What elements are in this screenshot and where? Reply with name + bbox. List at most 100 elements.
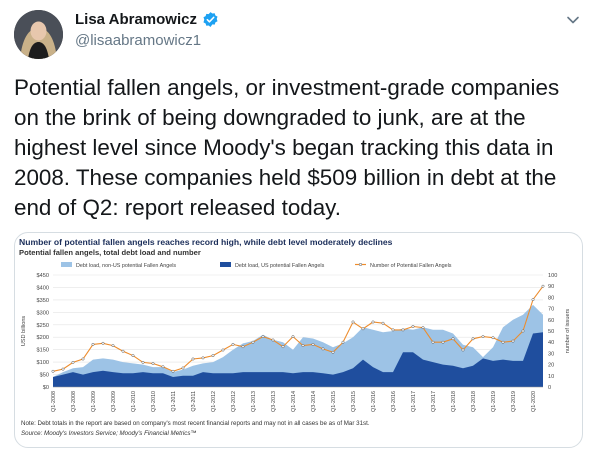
x-tick-label: Q3-2014 — [311, 391, 317, 412]
data-point — [71, 360, 75, 364]
data-point — [161, 365, 165, 369]
y-tick-label: $350 — [37, 298, 49, 304]
data-point — [111, 344, 115, 348]
y-tick-label: $250 — [37, 323, 49, 329]
y2-tick-label: 20 — [548, 363, 554, 369]
data-point — [171, 369, 175, 373]
x-tick-label: Q1-2020 — [531, 391, 537, 412]
data-point — [451, 337, 455, 341]
x-tick-label: Q3-2010 — [151, 391, 157, 412]
data-point — [461, 348, 465, 352]
chart-note: Note: Debt totals in the report are base… — [21, 420, 370, 427]
chart-title: Number of potential fallen angels reache… — [19, 237, 393, 247]
y-tick-label: $450 — [37, 273, 49, 279]
data-point — [121, 349, 125, 353]
y2-tick-label: 60 — [548, 318, 554, 324]
data-point — [311, 342, 315, 346]
data-point — [471, 337, 475, 341]
y2-tick-label: 100 — [548, 273, 557, 279]
y2-tick-label: 80 — [548, 295, 554, 301]
tweet-media-chart[interactable]: Number of potential fallen angels reache… — [14, 232, 583, 448]
x-tick-label: Q3-2019 — [511, 391, 517, 412]
data-point — [381, 321, 385, 325]
legend-label: Debt load, non-US potential Fallen Angel… — [76, 263, 176, 269]
legend-swatch — [220, 262, 231, 267]
user-handle[interactable]: @lisaabramowicz1 — [75, 32, 202, 49]
y2-tick-label: 70 — [548, 307, 554, 313]
data-point — [371, 320, 375, 324]
data-point — [541, 284, 545, 288]
data-point — [181, 366, 185, 370]
x-tick-label: Q1-2015 — [331, 391, 337, 412]
data-point — [341, 340, 345, 344]
x-tick-label: Q3-2009 — [111, 391, 117, 412]
legend-swatch — [61, 262, 72, 267]
data-point — [511, 339, 515, 343]
data-point — [101, 341, 105, 345]
x-tick-label: Q1-2013 — [251, 391, 257, 412]
x-tick-label: Q3-2008 — [71, 391, 77, 412]
x-tick-label: Q1-2018 — [451, 391, 457, 412]
x-tick-label: Q3-2011 — [191, 391, 197, 412]
x-tick-label: Q1-2012 — [211, 391, 217, 412]
chart-subtitle: Potential fallen angels, total debt load… — [19, 248, 201, 257]
y2-tick-label: 90 — [548, 284, 554, 290]
x-tick-label: Q3-2013 — [271, 391, 277, 412]
x-tick-label: Q3-2017 — [431, 391, 437, 412]
data-point — [491, 336, 495, 340]
data-point — [201, 356, 205, 360]
data-point — [421, 326, 425, 330]
y-tick-label: $0 — [43, 385, 49, 391]
legend-swatch-marker — [358, 262, 363, 267]
data-point — [191, 357, 195, 361]
data-point — [91, 342, 95, 346]
data-point — [61, 367, 65, 371]
data-point — [51, 369, 55, 373]
x-tick-label: Q3-2018 — [471, 391, 477, 412]
y-tick-label: $200 — [37, 335, 49, 341]
chevron-down-icon[interactable] — [565, 12, 581, 28]
x-tick-label: Q1-2019 — [491, 391, 497, 412]
series-area-us-debt — [53, 332, 543, 387]
data-point — [301, 344, 305, 348]
data-point — [331, 350, 335, 354]
x-tick-label: Q1-2011 — [171, 391, 177, 412]
data-point — [211, 354, 215, 358]
data-point — [391, 328, 395, 332]
x-tick-label: Q3-2015 — [351, 391, 357, 412]
x-tick-label: Q3-2012 — [231, 391, 237, 412]
legend-label: Debt load, US potential Fallen Angels — [235, 263, 325, 269]
data-point — [521, 329, 525, 333]
data-point — [241, 345, 245, 349]
y2-tick-label: 0 — [548, 385, 551, 391]
y2-tick-label: 50 — [548, 329, 554, 335]
x-tick-label: Q1-2014 — [291, 391, 297, 412]
data-point — [441, 340, 445, 344]
data-point — [411, 325, 415, 328]
chart-plot: $0 $50 $100 $150 $200 $250 $300 $350 $400 $450 0 10… — [21, 262, 571, 412]
data-point — [251, 340, 255, 344]
chart-source: Source: Moody's Investors Service; Moody… — [21, 430, 197, 437]
x-tick-label: Q1-2010 — [131, 391, 137, 412]
y2-tick-label: 10 — [548, 374, 554, 380]
x-tick-label: Q1-2008 — [51, 391, 57, 412]
y2-axis-label: number of issuers — [565, 309, 571, 354]
data-point — [131, 354, 135, 358]
series-line-fallen-angels — [52, 285, 544, 372]
x-tick-label: Q3-2016 — [391, 391, 397, 412]
display-name[interactable]: Lisa Abramowicz — [75, 11, 219, 28]
data-point — [401, 328, 405, 332]
data-point — [431, 340, 435, 344]
display-name-text[interactable]: Lisa Abramowicz — [75, 11, 197, 28]
tweet-text: Potential fallen angels, or investment-g… — [14, 75, 560, 220]
avatar[interactable] — [14, 10, 63, 59]
data-point — [321, 347, 325, 351]
data-point — [141, 360, 145, 364]
data-point — [291, 335, 295, 339]
data-point — [501, 340, 505, 344]
legend-label: Number of Potential Fallen Angels — [370, 263, 452, 269]
data-point — [261, 335, 265, 339]
x-tick-label: Q1-2009 — [91, 391, 97, 412]
x-tick-label: Q1-2017 — [411, 391, 417, 412]
